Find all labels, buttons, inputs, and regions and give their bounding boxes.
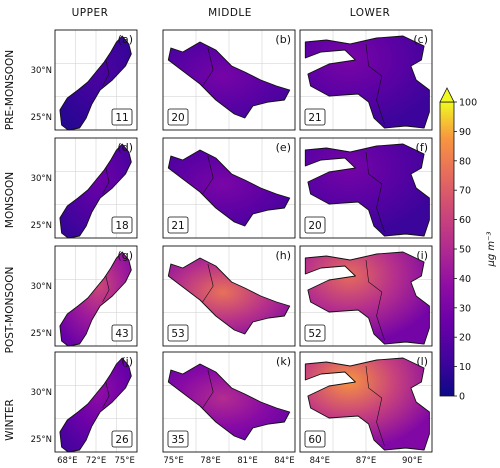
- lon-tick-label: 84°E: [310, 456, 330, 466]
- colorbar-tick-label: 70: [459, 186, 471, 197]
- map-panel: (b) 20: [162, 29, 296, 131]
- region-fill: [59, 251, 132, 347]
- panel-mean-value: 60: [308, 434, 321, 446]
- panel-label: (i): [416, 249, 428, 262]
- lat-tick-label: 25°N: [31, 329, 52, 339]
- axis-tick-labels: 30°N 25°N 30°N 25°N 30°N 25°N 30°N 25°N 68°E 72°E…: [31, 66, 423, 466]
- panel-label: (l): [416, 355, 428, 368]
- map-panel: (f) 20: [299, 137, 433, 239]
- map-panel: (a) 11: [54, 29, 138, 131]
- panel-mean-value: 20: [171, 112, 184, 124]
- panel-mean-value: 43: [115, 328, 128, 340]
- row-header: MONSOON: [4, 172, 16, 228]
- colorbar: 0 10 20 30 40 50 60 70 80 90 100 μg m⁻³: [439, 87, 497, 403]
- region-fill: [167, 41, 291, 119]
- region-fill: [304, 35, 430, 129]
- column-headers: UPPER MIDDLE LOWER: [72, 7, 391, 19]
- panel-label: (k): [276, 355, 291, 368]
- panel-mean-value: 26: [115, 434, 129, 446]
- colorbar-label: μg m⁻³: [486, 232, 497, 268]
- lat-tick-label: 25°N: [31, 221, 52, 231]
- lon-tick-label: 78°E: [200, 456, 220, 466]
- column-header: LOWER: [350, 7, 391, 19]
- row-header: POST-MONSOON: [4, 267, 16, 354]
- map-panel: (h) 53: [162, 245, 296, 347]
- map-panel: (d) 18: [54, 137, 138, 239]
- region-fill: [167, 257, 291, 335]
- map-panel: (k) 35: [162, 351, 296, 453]
- colorbar-tick-label: 100: [459, 98, 477, 109]
- map-panel: (l) 60: [299, 351, 433, 453]
- panel-label: (a): [118, 33, 133, 46]
- region-fill: [59, 143, 132, 239]
- panel-mean-value: 11: [115, 112, 128, 124]
- map-panel: (j) 26: [54, 351, 138, 453]
- region-fill: [304, 251, 430, 345]
- colorbar-tick-label: 60: [459, 215, 471, 226]
- colorbar-tick-label: 90: [459, 127, 471, 138]
- panel-label: (g): [117, 249, 133, 262]
- colorbar-gradient: [439, 101, 455, 397]
- map-panel: (g) 43: [54, 245, 138, 347]
- region-fill: [304, 357, 430, 451]
- lon-tick-label: 84°E: [274, 456, 294, 466]
- map-panels: (a) 11 (b) 20 (c) 21 (d) 18 (e) 21 (f) 20 (g) 43 (h) 53…: [54, 29, 433, 453]
- column-header: MIDDLE: [208, 7, 252, 19]
- panel-mean-value: 21: [308, 112, 321, 124]
- lat-tick-label: 25°N: [31, 113, 52, 123]
- row-header: PRE-MONSOON: [4, 50, 16, 130]
- lon-tick-label: 75°E: [114, 456, 134, 466]
- column-header: UPPER: [72, 7, 109, 19]
- panel-label: (b): [275, 33, 291, 46]
- panel-label: (h): [275, 249, 291, 262]
- lon-tick-label: 90°E: [402, 456, 422, 466]
- lat-tick-label: 30°N: [31, 282, 52, 292]
- colorbar-extend-arrow: [439, 87, 455, 103]
- lon-tick-label: 81°E: [237, 456, 257, 466]
- panel-mean-value: 18: [115, 220, 128, 232]
- region-fill: [167, 149, 291, 227]
- lon-tick-label: 68°E: [57, 456, 77, 466]
- lat-tick-label: 25°N: [31, 435, 52, 445]
- panel-label: (j): [121, 355, 133, 368]
- region-fill: [167, 363, 291, 441]
- lat-tick-label: 30°N: [31, 174, 52, 184]
- region-fill: [59, 357, 132, 453]
- colorbar-tick-label: 40: [459, 274, 471, 285]
- panel-mean-value: 35: [171, 434, 184, 446]
- lat-tick-label: 30°N: [31, 388, 52, 398]
- colorbar-tick-label: 30: [459, 303, 471, 314]
- colorbar-tick-label: 10: [459, 362, 471, 373]
- map-panel: (i) 52: [299, 245, 433, 347]
- map-panel: (c) 21: [299, 29, 433, 131]
- panel-label: (d): [117, 141, 133, 154]
- map-panel: (e) 21: [162, 137, 296, 239]
- panel-mean-value: 53: [171, 328, 184, 340]
- panel-label: (c): [413, 33, 428, 46]
- panel-mean-value: 20: [308, 220, 321, 232]
- panel-mean-value: 21: [171, 220, 184, 232]
- lat-tick-label: 30°N: [31, 66, 52, 76]
- lon-tick-label: 87°E: [356, 456, 376, 466]
- row-headers: PRE-MONSOON MONSOON POST-MONSOON WINTER: [4, 50, 16, 441]
- lon-tick-label: 75°E: [163, 456, 183, 466]
- panel-label: (f): [416, 141, 428, 154]
- region-fill: [59, 35, 132, 131]
- panel-label: (e): [276, 141, 291, 154]
- panel-mean-value: 52: [308, 328, 321, 340]
- colorbar-tick-label: 50: [459, 245, 471, 256]
- colorbar-tick-label: 80: [459, 156, 471, 167]
- lon-tick-label: 72°E: [86, 456, 106, 466]
- colorbar-tick-label: 0: [459, 392, 465, 403]
- row-header: WINTER: [4, 399, 16, 441]
- colorbar-tick-label: 20: [459, 333, 471, 344]
- region-fill: [304, 143, 430, 237]
